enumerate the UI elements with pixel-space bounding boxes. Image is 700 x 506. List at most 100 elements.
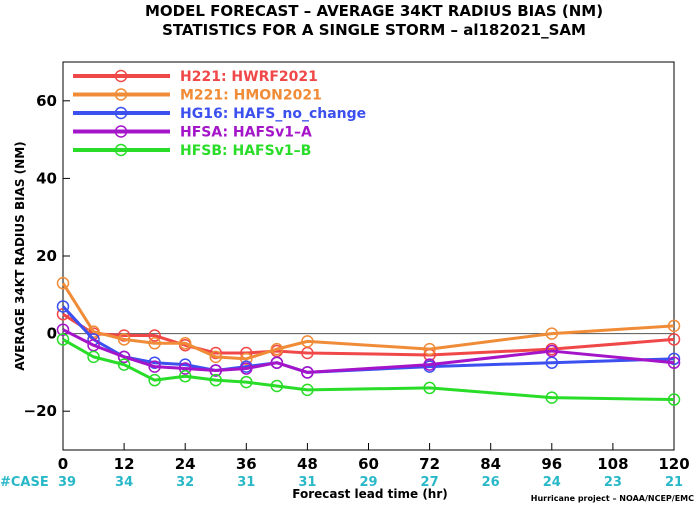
case-count: 23 <box>604 475 622 490</box>
y-axis-label: AVERAGE 34KT RADIUS BIAS (NM) <box>13 141 27 370</box>
legend-label: HG16: HAFS_no_change <box>180 106 366 122</box>
case-count: 26 <box>482 475 500 490</box>
chart-title: MODEL FORECAST – AVERAGE 34KT RADIUS BIA… <box>145 2 603 20</box>
data-point <box>667 333 681 346</box>
legend-item: HFSB: HAFSv1–B <box>73 143 311 159</box>
data-point <box>667 352 681 366</box>
x-tick-label: 48 <box>297 455 318 473</box>
case-count: 21 <box>665 475 683 490</box>
y-axis: −20 0 20 40 60 <box>24 92 70 420</box>
series-5 <box>56 333 681 406</box>
x-tick-label: 72 <box>419 455 440 473</box>
series-1 <box>56 307 681 362</box>
data-point <box>178 362 192 375</box>
data-point <box>545 391 559 404</box>
data-point <box>667 393 681 406</box>
data-point <box>117 358 131 371</box>
x-tick-label: 84 <box>480 455 501 473</box>
data-point <box>148 373 161 387</box>
y-tick-label: 20 <box>36 247 57 265</box>
data-point <box>423 358 436 371</box>
y-tick-label: −20 <box>24 402 57 420</box>
chart-subtitle: STATISTICS FOR A SINGLE STORM – al182021… <box>162 21 586 39</box>
data-point <box>240 375 253 389</box>
x-tick-label: 96 <box>541 455 562 473</box>
y-tick-label: 0 <box>47 325 57 343</box>
x-tick-label: 0 <box>58 455 68 473</box>
series-4 <box>56 323 681 379</box>
data-point <box>545 327 559 340</box>
legend-swatch-marker <box>114 88 128 101</box>
data-point <box>240 352 253 366</box>
data-point <box>148 337 161 350</box>
data-point <box>667 319 681 333</box>
series-2 <box>56 276 681 366</box>
data-point <box>56 323 70 336</box>
legend: H221: HWRF2021 M221: HMON2021 HG16: HAFS_n… <box>73 69 366 159</box>
data-point <box>209 364 222 377</box>
x-tick-label: 60 <box>358 455 379 473</box>
data-point <box>423 381 436 395</box>
data-point <box>117 350 131 364</box>
credit-text: Hurricane project – NOAA/NCEP/EMC <box>531 494 694 503</box>
legend-label: HFSA: HAFSv1–A <box>180 125 312 141</box>
case-count: 34 <box>115 475 133 490</box>
case-counts: #CASE 39 34 32 31 31 29 27 26 24 23 21 <box>0 475 683 490</box>
data-point <box>270 356 284 369</box>
data-point <box>56 300 70 313</box>
data-point <box>270 342 284 356</box>
case-label: #CASE <box>0 475 49 490</box>
data-point <box>117 333 131 346</box>
case-count: 31 <box>298 475 316 490</box>
legend-label: H221: HWRF2021 <box>180 69 318 85</box>
x-tick-label: 120 <box>658 455 689 473</box>
case-count: 27 <box>421 475 439 490</box>
data-point <box>209 350 222 364</box>
legend-swatch-marker <box>114 69 128 83</box>
data-point <box>301 366 314 379</box>
data-point <box>209 373 222 387</box>
data-point <box>423 342 436 356</box>
data-point <box>56 333 70 346</box>
data-point <box>148 360 161 373</box>
legend-swatch-marker <box>114 125 128 138</box>
x-tick-label: 108 <box>597 455 628 473</box>
case-count: 31 <box>237 475 255 490</box>
plot-area <box>62 61 675 451</box>
data-point <box>87 350 100 364</box>
data-point <box>178 370 192 383</box>
y-tick-label: 60 <box>36 92 57 110</box>
data-point <box>667 356 681 369</box>
x-tick-label: 36 <box>236 455 257 473</box>
case-count: 39 <box>58 475 76 490</box>
legend-label: HFSB: HAFSv1–B <box>180 143 311 159</box>
series-layer <box>56 276 681 406</box>
data-point <box>178 337 192 350</box>
data-point <box>117 329 131 342</box>
legend-swatch-marker <box>114 143 128 157</box>
data-point <box>270 379 284 393</box>
legend-swatch-marker <box>114 106 128 120</box>
legend-item: HG16: HAFS_no_change <box>73 106 366 122</box>
data-point <box>148 329 161 342</box>
series-line <box>61 305 675 374</box>
x-axis: 0 12 24 36 48 60 72 84 96 108 120 <box>58 443 690 473</box>
legend-item: H221: HWRF2021 <box>73 69 318 85</box>
x-axis-label: Forecast lead time (hr) <box>292 487 448 501</box>
data-point <box>301 383 314 397</box>
y-tick-label: 40 <box>36 169 57 187</box>
data-point <box>301 335 314 348</box>
legend-item: HFSA: HAFSv1–A <box>73 125 312 141</box>
x-tick-label: 24 <box>175 455 196 473</box>
x-tick-label: 12 <box>114 455 135 473</box>
data-point <box>545 344 559 358</box>
data-point <box>148 356 161 369</box>
data-point <box>56 276 70 290</box>
case-count: 29 <box>359 475 377 490</box>
legend-item: M221: HMON2021 <box>73 88 322 104</box>
case-count: 24 <box>543 475 561 490</box>
case-count: 32 <box>176 475 194 490</box>
data-point <box>240 362 253 375</box>
legend-label: M221: HMON2021 <box>180 88 322 104</box>
